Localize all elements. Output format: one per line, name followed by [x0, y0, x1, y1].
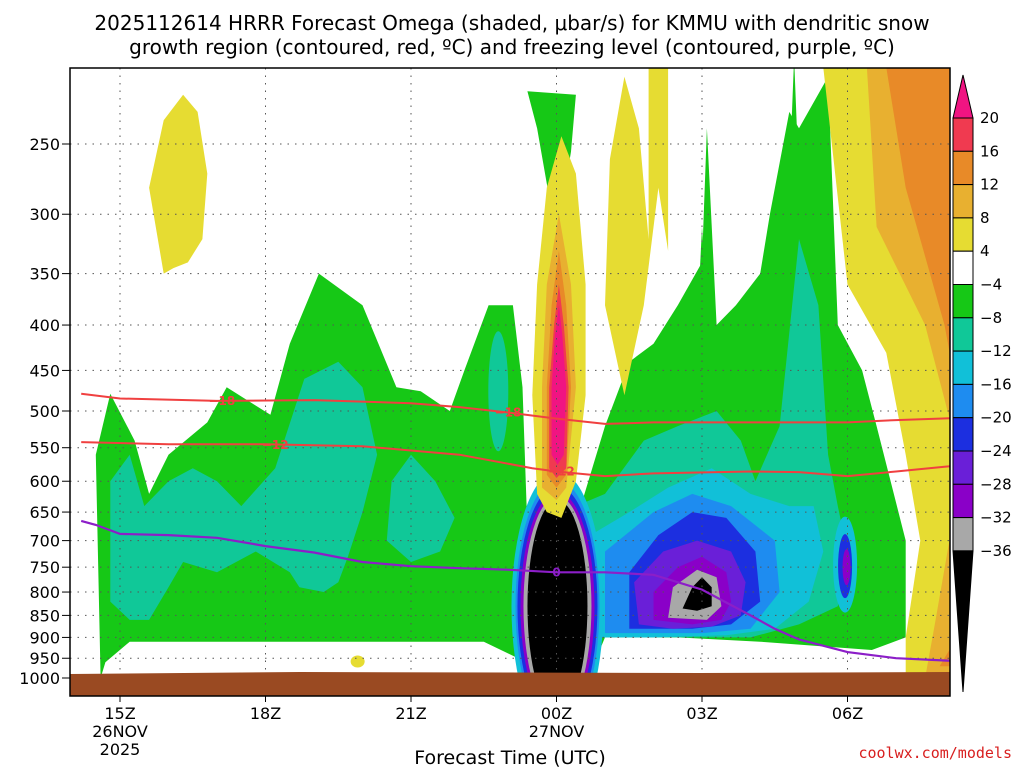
- omega-purple-cell: [842, 549, 851, 586]
- dgz-contour-label: −18: [208, 394, 235, 408]
- y-tick-label: 750: [29, 558, 60, 577]
- colorbar-label: 20: [980, 109, 999, 127]
- colorbar-top-arrow: [952, 74, 974, 119]
- omega-orange-patch: [939, 650, 950, 667]
- colorbar-label: 16: [980, 142, 999, 160]
- x-tick-label: 21Z: [395, 704, 426, 723]
- colorbar-swatch: [952, 117, 974, 152]
- omega-yellow-plume-left: [149, 94, 208, 274]
- y-tick-label: 650: [29, 503, 60, 522]
- colorbar-label: 4: [980, 242, 990, 260]
- x-tick-label: 18Z: [250, 704, 281, 723]
- plot-frame: [69, 67, 951, 697]
- x-tick-date: 26NOV: [92, 722, 148, 741]
- colorbar-bottom-arrow: [952, 550, 974, 693]
- colorbar-swatch: [952, 217, 974, 252]
- x-tick-label: 00Z: [541, 704, 572, 723]
- y-tick-label: 600: [29, 472, 60, 491]
- y-tick-label: 250: [29, 135, 60, 154]
- omega-teal-region-mid: [386, 454, 455, 562]
- omega-teal-column: [488, 331, 509, 452]
- y-tick-label: 900: [29, 628, 60, 647]
- x-axis-title: Forecast Time (UTC): [414, 747, 605, 768]
- colorbar-label: −24: [980, 442, 1012, 460]
- colorbar-label: −12: [980, 342, 1012, 360]
- colorbar-swatch: [952, 317, 974, 352]
- y-tick-label: 300: [29, 205, 60, 224]
- colorbar-label: −4: [980, 276, 1002, 294]
- y-tick-label: 500: [29, 402, 60, 421]
- colorbar-swatch: [952, 284, 974, 319]
- colorbar-label: −28: [980, 475, 1012, 493]
- y-tick-label: 700: [29, 532, 60, 551]
- x-tick-year: 2025: [100, 740, 141, 759]
- omega-black-core: [527, 500, 588, 696]
- colorbar: 20 16 12 8 4 −4 −8 −12 −16 −20 −24 −28 −32 −36: [952, 74, 1012, 693]
- y-tick-label: 450: [29, 361, 60, 380]
- y-axis: 250 300 350 400 450 500 550 600 650 700 750 800 850 9…: [19, 135, 70, 688]
- y-tick-label: 850: [29, 606, 60, 625]
- colorbar-label: −16: [980, 375, 1012, 393]
- dgz-contour: [81, 441, 950, 478]
- colorbar-swatch: [952, 450, 974, 485]
- y-tick-label: 1000: [19, 669, 60, 688]
- dgz-contour-label: −12: [262, 438, 289, 452]
- omega-teal-region-left: [110, 361, 378, 620]
- y-tick-label: 950: [29, 649, 60, 668]
- colorbar-swatch: [952, 150, 974, 186]
- colorbar-label: −36: [980, 542, 1012, 560]
- omega-black-core-right: [682, 577, 712, 611]
- colorbar-label: −32: [980, 509, 1012, 527]
- colorbar-swatch: [952, 483, 974, 519]
- omega-green-spike-a: [692, 226, 712, 427]
- omega-yellow-plume-mid: [605, 68, 669, 396]
- contour-lines: −18 −18 −12 −12 0: [80, 392, 950, 662]
- colorbar-label: 8: [980, 209, 990, 227]
- freezing-level-label: 0: [552, 565, 560, 579]
- omega-shading: [95, 68, 950, 696]
- y-tick-label: 550: [29, 439, 60, 458]
- chart-title-line-1: 2025112614 HRRR Forecast Omega (shaded, …: [94, 11, 929, 35]
- omega-yellow-dot: [350, 655, 365, 668]
- x-tick-label: 15Z: [104, 704, 135, 723]
- colorbar-swatch: [952, 383, 974, 419]
- omega-magenta-plume-center: [551, 305, 567, 465]
- colorbar-swatch: [952, 517, 974, 552]
- x-tick-label: 06Z: [832, 704, 863, 723]
- y-tick-label: 800: [29, 583, 60, 602]
- omega-green-top-spike: [527, 91, 576, 240]
- colorbar-swatch: [952, 350, 974, 385]
- credit-watermark: coolwx.com/models: [858, 744, 1012, 762]
- ground-layer: [70, 672, 950, 696]
- dgz-contour-label: −18: [495, 406, 522, 420]
- x-tick-date: 27NOV: [529, 722, 585, 741]
- freezing-level-contour: [80, 519, 950, 662]
- colorbar-label: −8: [980, 309, 1002, 327]
- y-tick-label: 350: [29, 265, 60, 284]
- y-tick-label: 400: [29, 316, 60, 335]
- ground-fill: [70, 672, 950, 696]
- x-tick-label: 03Z: [686, 704, 717, 723]
- chart-title-line-2: growth region (contoured, red, ºC) and f…: [129, 35, 895, 59]
- colorbar-label: −20: [980, 409, 1012, 427]
- colorbar-swatch: [952, 417, 974, 452]
- colorbar-swatch: [952, 250, 974, 285]
- omega-orange-region-right: [886, 68, 950, 355]
- colorbar-label: 12: [980, 176, 999, 194]
- dgz-contour: [81, 392, 950, 425]
- colorbar-swatch: [952, 184, 974, 219]
- dgz-contour-label: −12: [548, 464, 575, 478]
